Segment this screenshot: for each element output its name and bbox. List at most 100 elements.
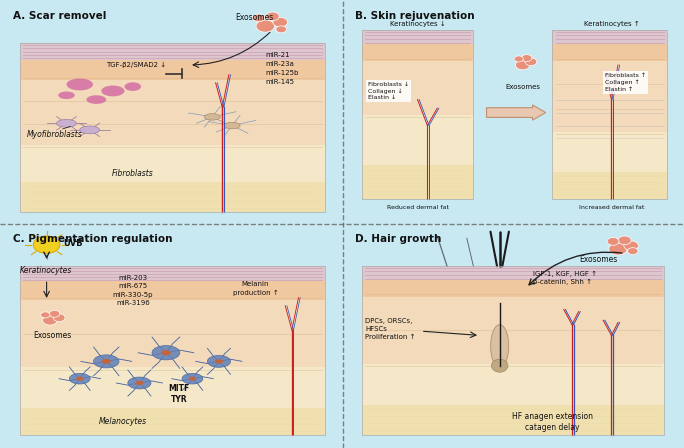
Text: UVB: UVB: [63, 239, 83, 248]
Ellipse shape: [276, 26, 287, 33]
Ellipse shape: [189, 377, 196, 381]
Text: Reduced dermal fat: Reduced dermal fat: [386, 205, 449, 210]
Text: Exosomes: Exosomes: [235, 13, 274, 22]
Bar: [362, 115, 473, 165]
Bar: [20, 266, 325, 435]
Ellipse shape: [514, 56, 523, 62]
Bar: [552, 44, 668, 61]
Text: C. Pigmentation regulation: C. Pigmentation regulation: [14, 234, 173, 244]
Ellipse shape: [224, 122, 240, 129]
Bar: [362, 266, 664, 435]
Text: D. Hair growth: D. Hair growth: [355, 234, 441, 244]
Bar: [552, 172, 668, 199]
Ellipse shape: [128, 377, 151, 389]
Text: Keratinocytes: Keratinocytes: [20, 266, 73, 275]
Ellipse shape: [266, 12, 279, 21]
Ellipse shape: [618, 236, 631, 245]
Text: Fibroblasts ↑
Collagen ↑
Elastin ↑: Fibroblasts ↑ Collagen ↑ Elastin ↑: [605, 73, 646, 92]
Ellipse shape: [207, 355, 231, 367]
Ellipse shape: [53, 314, 65, 322]
Ellipse shape: [101, 86, 124, 96]
Text: Exosomes: Exosomes: [34, 331, 72, 340]
Bar: [20, 281, 325, 300]
Ellipse shape: [86, 95, 106, 104]
Text: miR-21
miR-23a
miR-125b
miR-145: miR-21 miR-23a miR-125b miR-145: [265, 52, 299, 85]
Ellipse shape: [273, 17, 287, 27]
Bar: [20, 43, 325, 60]
Text: Fibroblasts: Fibroblasts: [112, 168, 154, 177]
Bar: [552, 132, 668, 172]
Circle shape: [34, 236, 60, 253]
Text: HF anagen extension
catagen delay: HF anagen extension catagen delay: [512, 412, 593, 432]
Text: IGF-1, KGF, HGF ↑
β-catenin, Shh ↑: IGF-1, KGF, HGF ↑ β-catenin, Shh ↑: [533, 271, 596, 285]
Bar: [20, 81, 325, 145]
Text: Increased dermal fat: Increased dermal fat: [579, 205, 644, 210]
Bar: [20, 266, 325, 281]
Text: Myofibroblasts: Myofibroblasts: [27, 129, 83, 139]
Bar: [362, 297, 664, 364]
Bar: [20, 408, 325, 435]
Text: Fibroblasts ↓
Collagen ↓
Elastin ↓: Fibroblasts ↓ Collagen ↓ Elastin ↓: [368, 82, 409, 100]
Ellipse shape: [521, 55, 532, 61]
Bar: [20, 181, 325, 212]
Ellipse shape: [182, 373, 203, 384]
Ellipse shape: [152, 345, 180, 360]
Ellipse shape: [102, 359, 111, 364]
Ellipse shape: [205, 114, 220, 120]
Ellipse shape: [42, 315, 57, 325]
Bar: [552, 30, 668, 44]
Text: Exosomes: Exosomes: [579, 255, 618, 264]
Ellipse shape: [57, 120, 77, 127]
Bar: [20, 43, 325, 212]
Ellipse shape: [80, 126, 100, 134]
Bar: [362, 364, 664, 405]
Ellipse shape: [607, 237, 619, 246]
Ellipse shape: [627, 248, 638, 254]
Ellipse shape: [76, 377, 83, 381]
Bar: [20, 300, 325, 367]
Bar: [20, 60, 325, 81]
Bar: [362, 405, 664, 435]
Ellipse shape: [58, 91, 75, 99]
Bar: [362, 280, 664, 297]
Ellipse shape: [490, 325, 509, 368]
Ellipse shape: [252, 14, 265, 22]
Text: Melanocytes: Melanocytes: [98, 418, 147, 426]
Ellipse shape: [492, 359, 508, 372]
Ellipse shape: [609, 243, 627, 255]
Text: MITF
TYR: MITF TYR: [168, 384, 189, 404]
Bar: [20, 145, 325, 181]
Bar: [362, 44, 473, 61]
Text: Keratinocytes ↓: Keratinocytes ↓: [390, 21, 445, 27]
Bar: [362, 266, 664, 280]
Text: DPCs, ORSCs,
HFSCs
Proliferation ↑: DPCs, ORSCs, HFSCs Proliferation ↑: [365, 318, 415, 340]
Text: miR-203
miR-675
miR-330-5p
miR-3196: miR-203 miR-675 miR-330-5p miR-3196: [113, 275, 153, 306]
Text: B. Skin rejuvenation: B. Skin rejuvenation: [355, 11, 475, 21]
Ellipse shape: [135, 381, 144, 385]
Ellipse shape: [161, 350, 171, 355]
Ellipse shape: [516, 60, 530, 70]
Ellipse shape: [94, 355, 119, 368]
Ellipse shape: [49, 310, 60, 317]
FancyArrow shape: [486, 105, 546, 120]
Bar: [362, 30, 473, 44]
Ellipse shape: [256, 20, 274, 32]
Text: TGF-β2/SMAD2 ↓: TGF-β2/SMAD2 ↓: [106, 62, 166, 68]
Ellipse shape: [124, 82, 141, 91]
Bar: [362, 30, 473, 199]
Bar: [552, 61, 668, 132]
Ellipse shape: [40, 312, 50, 318]
Text: Keratinocytes ↑: Keratinocytes ↑: [583, 21, 640, 27]
Ellipse shape: [624, 241, 638, 250]
Bar: [362, 165, 473, 199]
Bar: [552, 30, 668, 199]
Text: A. Scar removel: A. Scar removel: [14, 11, 107, 21]
Bar: [20, 367, 325, 408]
Ellipse shape: [66, 78, 93, 90]
Text: Melanin
production ↑: Melanin production ↑: [233, 281, 278, 296]
Ellipse shape: [525, 58, 537, 66]
Ellipse shape: [69, 373, 90, 384]
Text: Exosomes: Exosomes: [505, 84, 540, 90]
Ellipse shape: [215, 359, 223, 363]
Bar: [362, 61, 473, 115]
